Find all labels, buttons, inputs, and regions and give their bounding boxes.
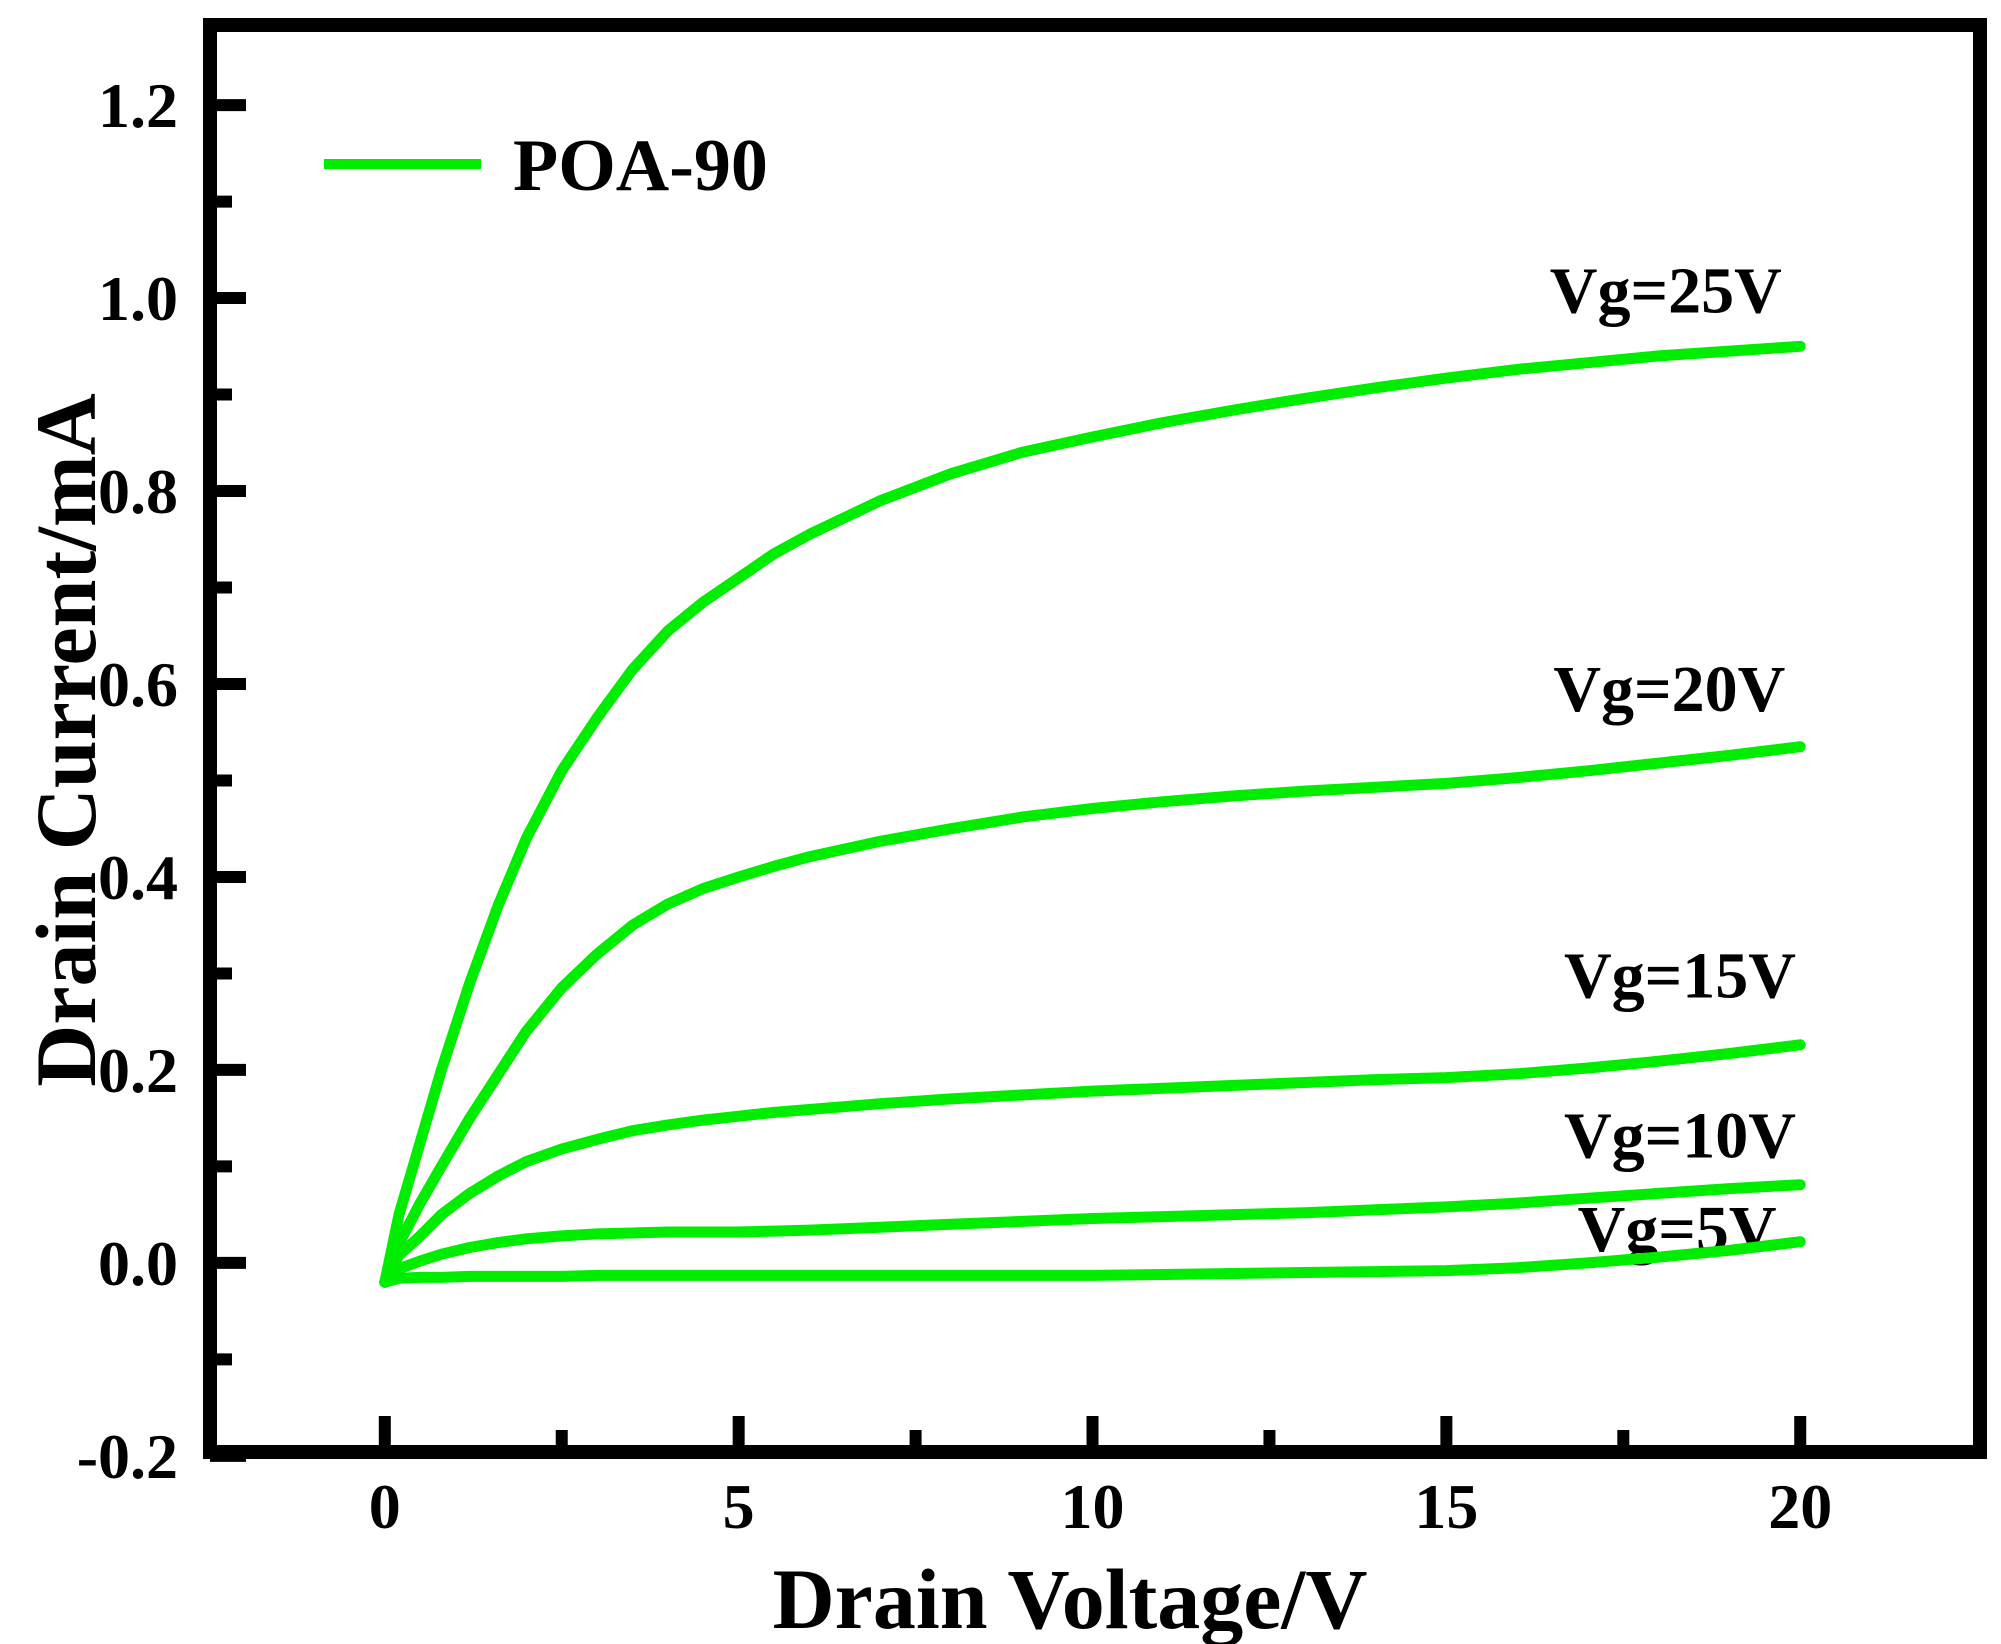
- y-axis-title: Drain Current/mA: [18, 393, 114, 1087]
- series-line-vg10: [379, 1179, 1806, 1288]
- y-tick-label: 1.0: [98, 263, 178, 334]
- y-tick-label: 0.8: [98, 456, 178, 527]
- legend: POA-90: [324, 125, 768, 207]
- series-line-vg20: [379, 741, 1806, 1288]
- y-tick-label: 0.2: [98, 1035, 178, 1106]
- legend-label: POA-90: [513, 125, 768, 207]
- series-line-vg5: [379, 1236, 1806, 1288]
- series-line-vg15: [379, 1039, 1806, 1288]
- annotation-vg10: Vg=10V: [1564, 1099, 1796, 1172]
- y-tick-label: 0.0: [98, 1228, 178, 1299]
- x-tick-label: 10: [1061, 1471, 1125, 1542]
- x-tick-label: 0: [369, 1471, 401, 1542]
- series-layer: [379, 340, 1806, 1288]
- tick-labels-layer: 0 5 10 15 20 1.2 1.0 0.8 0.6 0.4 0.2 0.0 -0.2: [77, 70, 1833, 1542]
- series-line-vg25: [379, 340, 1806, 1288]
- x-tick-label: 15: [1414, 1471, 1478, 1542]
- x-tick-label: 5: [723, 1471, 755, 1542]
- annotation-vg20: Vg=20V: [1553, 653, 1785, 726]
- y-tick-label: -0.2: [77, 1421, 178, 1492]
- y-tick-label: 0.6: [98, 649, 178, 720]
- annotation-vg15: Vg=15V: [1564, 939, 1796, 1012]
- y-tick-label: 1.2: [98, 70, 178, 141]
- x-axis-title: Drain Voltage/V: [773, 1551, 1368, 1644]
- y-tick-label: 0.4: [98, 842, 178, 913]
- ticks-layer: [210, 99, 1807, 1462]
- annotation-vg25: Vg=25V: [1550, 254, 1782, 327]
- x-tick-label: 20: [1768, 1471, 1832, 1542]
